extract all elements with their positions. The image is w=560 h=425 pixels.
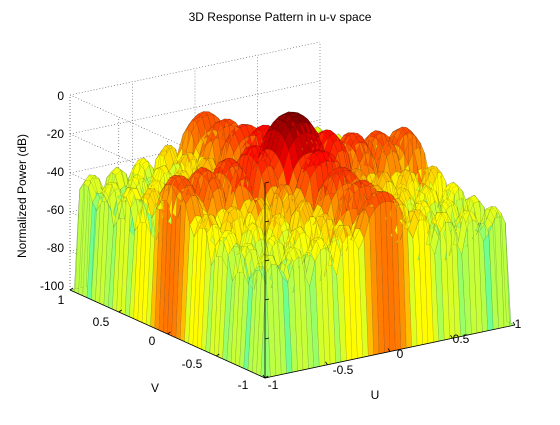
z-axis-label: Normalized Power (dB) (15, 134, 29, 258)
u-tick-label: 0.5 (453, 332, 470, 346)
grid-line (70, 42, 320, 95)
z-tick-label: -20 (47, 127, 65, 141)
z-tick-label: 0 (57, 89, 64, 103)
v-tick-label: 0.5 (93, 315, 110, 329)
u-tick-label: -1 (268, 378, 279, 392)
z-tick-label: -40 (47, 165, 65, 179)
u-tick-label: -0.5 (333, 363, 354, 377)
z-tick-label: -80 (47, 241, 65, 255)
v-tick-label: -0.5 (182, 357, 203, 371)
y-axis-label: V (151, 381, 159, 395)
v-tick-label: -1 (238, 378, 249, 392)
u-tick-label: 1 (515, 317, 522, 331)
v-tick-label: 0 (149, 334, 156, 348)
v-tick-label: 1 (58, 293, 65, 307)
u-tick-label: 0 (397, 347, 404, 361)
chart-title: 3D Response Pattern in u-v space (189, 10, 372, 24)
surface-mesh (70, 112, 515, 379)
z-tick-label: -100 (40, 279, 64, 293)
z-tick-label: -60 (47, 203, 65, 217)
x-axis-label: U (371, 388, 380, 402)
